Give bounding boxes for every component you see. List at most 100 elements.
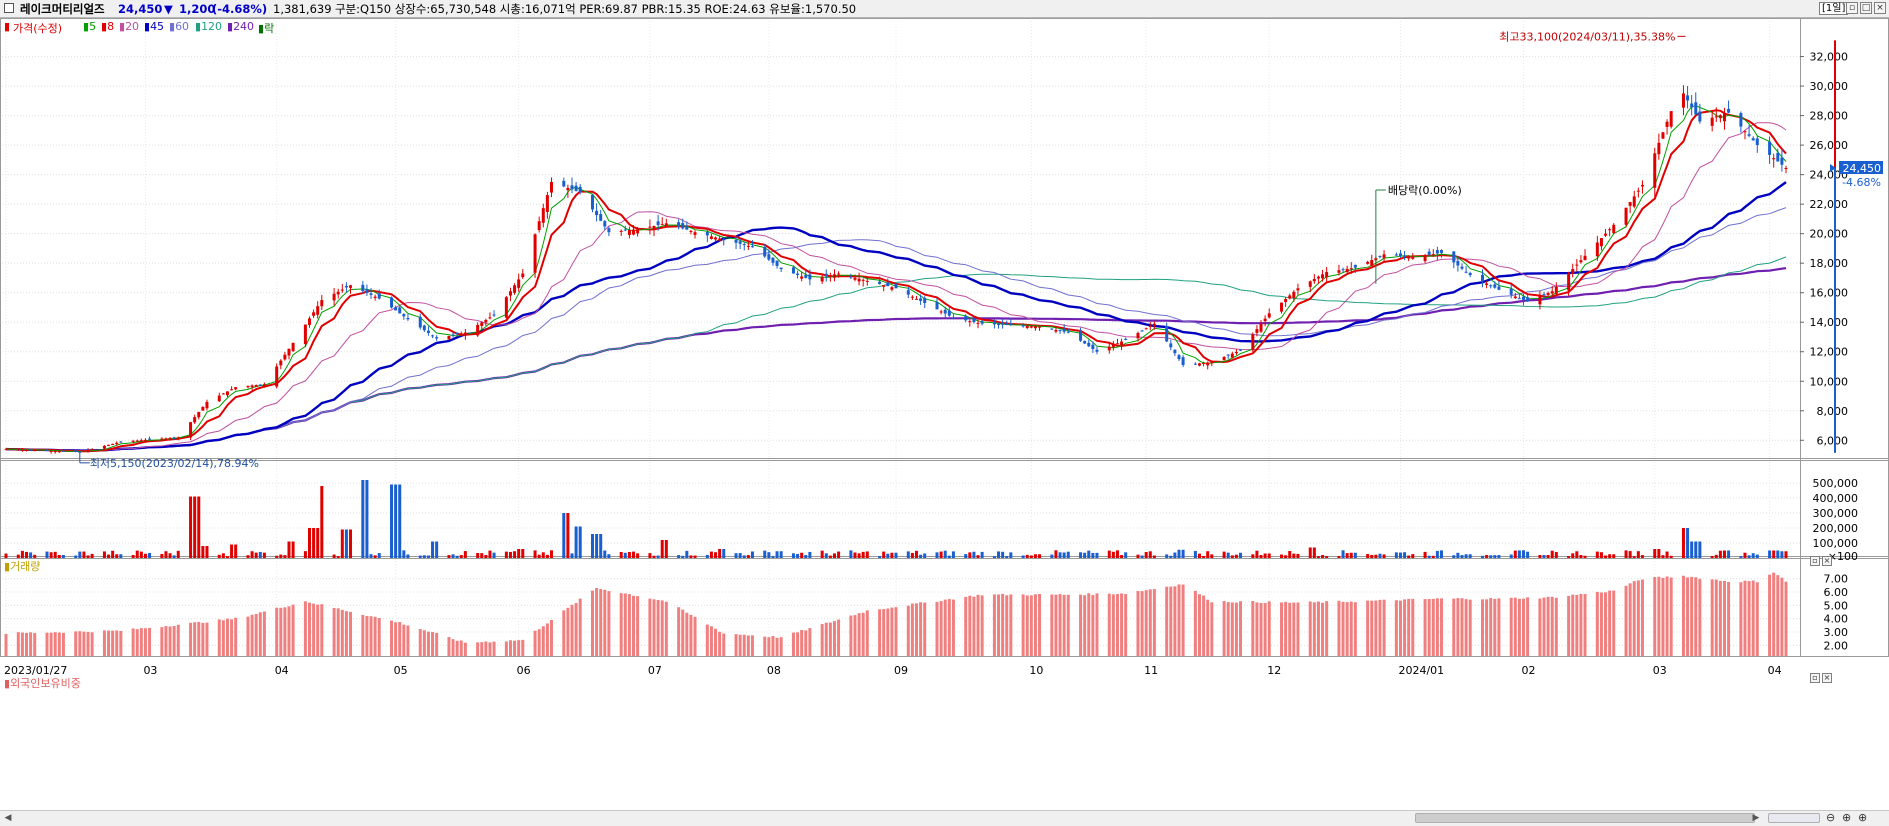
foreign-bar — [189, 622, 193, 656]
candle-body — [504, 297, 508, 318]
candle-body — [1698, 111, 1702, 122]
volume-panel-restore-icon[interactable]: ▫ — [1810, 556, 1820, 566]
candle-body — [107, 444, 111, 446]
scroll-thumb[interactable] — [1415, 813, 1755, 823]
panel-frame — [0, 18, 1889, 461]
volume-bar — [1066, 551, 1070, 558]
candle-body — [1583, 255, 1587, 261]
volume-panel-close-icon[interactable]: × — [1822, 556, 1832, 566]
volume-bar — [234, 544, 238, 558]
foreign-bar — [1435, 598, 1439, 656]
foreign-bar — [20, 632, 24, 656]
candle-body — [1001, 323, 1005, 325]
candle-body — [148, 438, 152, 440]
restore-icon[interactable]: ▫ — [1846, 2, 1858, 14]
foreign-bar — [455, 640, 459, 656]
candle-body — [1571, 269, 1575, 274]
volume-bar — [685, 550, 689, 558]
candle-body — [1468, 272, 1472, 275]
candle-body — [1148, 326, 1152, 328]
candle-body — [426, 330, 430, 333]
legend-ma120[interactable]: ▮120 — [195, 20, 223, 33]
foreign-bar — [636, 596, 640, 656]
grid-lines — [2, 18, 1800, 656]
candle-body — [718, 238, 722, 241]
foreign-bar — [1349, 601, 1353, 656]
legend-ma60[interactable]: ▮60 — [169, 20, 190, 33]
zoom-in-icon[interactable]: ⊕ — [1842, 811, 1852, 824]
volume-bar — [1489, 555, 1493, 558]
candle-body — [1021, 325, 1025, 327]
zoom-out-icon[interactable]: ⊖ — [1826, 811, 1836, 824]
candle-body — [418, 316, 422, 328]
legend-ma20[interactable]: ▮20 — [119, 20, 140, 33]
scroll-left-icon[interactable]: ◀ — [4, 813, 12, 823]
foreign-bar — [796, 632, 800, 656]
candle-body — [1144, 328, 1148, 330]
volume-bar — [1435, 550, 1439, 558]
volume-bar — [1050, 554, 1054, 558]
candle-body — [250, 385, 254, 388]
foreign-bar — [4, 633, 8, 656]
foreign-panel-restore-icon[interactable]: ▫ — [1810, 673, 1820, 683]
foreign-bar — [832, 621, 836, 656]
volume-bar — [1124, 552, 1128, 558]
candle-body — [1058, 329, 1062, 331]
maximize-icon[interactable]: □ — [1860, 2, 1872, 14]
range-slider[interactable] — [1768, 813, 1820, 823]
trade-volume: 1,381,639 — [273, 2, 332, 16]
foreign-bar — [176, 624, 180, 656]
foreign-bar — [1091, 595, 1095, 656]
price-tick-label: 30,000 — [1810, 80, 1849, 93]
candle-body — [1312, 278, 1316, 282]
legend-ma5[interactable]: ▮5 — [83, 20, 97, 33]
close-icon[interactable]: × — [1874, 2, 1886, 14]
candle-body — [189, 422, 193, 438]
candle-body — [1522, 296, 1526, 300]
volume-bar — [1370, 554, 1374, 558]
candle-body — [1079, 330, 1083, 341]
legend-price[interactable]: 가격(수정) — [13, 22, 63, 35]
volume-bar — [402, 550, 406, 558]
foreign-bar — [1661, 577, 1665, 656]
candle-body — [968, 321, 972, 323]
volume-bar — [1423, 551, 1427, 558]
legend-rak[interactable]: ▮락 — [258, 22, 275, 35]
candle-body — [915, 298, 919, 300]
candle-body — [135, 440, 139, 442]
volume-bar — [1398, 552, 1402, 558]
foreign-bar — [148, 627, 152, 656]
select-checkbox[interactable] — [4, 3, 14, 13]
volume-bar — [1280, 554, 1284, 558]
volume-bar — [1747, 555, 1751, 558]
volume-bar — [49, 552, 53, 558]
candle-body — [90, 448, 94, 450]
candle-body — [49, 450, 53, 452]
volume-title-text: 거래량 — [10, 560, 41, 573]
scroll-right-icon[interactable]: ▶ — [1752, 813, 1760, 823]
volume-bar — [746, 555, 750, 558]
foreign-bar — [1608, 590, 1612, 656]
foreign-bar — [1001, 593, 1005, 656]
volume-bar — [894, 552, 898, 558]
volume-bar — [1575, 551, 1579, 558]
zoom-fit-icon[interactable]: ⊕ — [1858, 811, 1868, 824]
legend-ma240[interactable]: ▮240 — [227, 20, 255, 33]
foreign-panel-close-icon[interactable]: × — [1822, 673, 1832, 683]
legend-ma45[interactable]: ▮45 — [144, 20, 165, 33]
foreign-bar — [1234, 602, 1238, 656]
volume-bar — [595, 534, 599, 558]
candle-body — [320, 300, 324, 307]
foreign-bar — [1263, 603, 1267, 656]
volume-bar — [201, 546, 205, 558]
candle-body — [1124, 338, 1128, 340]
horizontal-scrollbar[interactable]: ◀ ▶ ⊖ ⊕ ⊕ — [0, 810, 1889, 826]
foreign-bar — [1686, 577, 1690, 656]
foreign-bar — [878, 609, 882, 656]
legend-ma8[interactable]: ▮8 — [101, 20, 115, 33]
date-tick-label: 04 — [1768, 664, 1782, 677]
candle-body — [287, 348, 291, 356]
foreign-bar — [1038, 593, 1042, 656]
volume-bar — [709, 551, 713, 558]
